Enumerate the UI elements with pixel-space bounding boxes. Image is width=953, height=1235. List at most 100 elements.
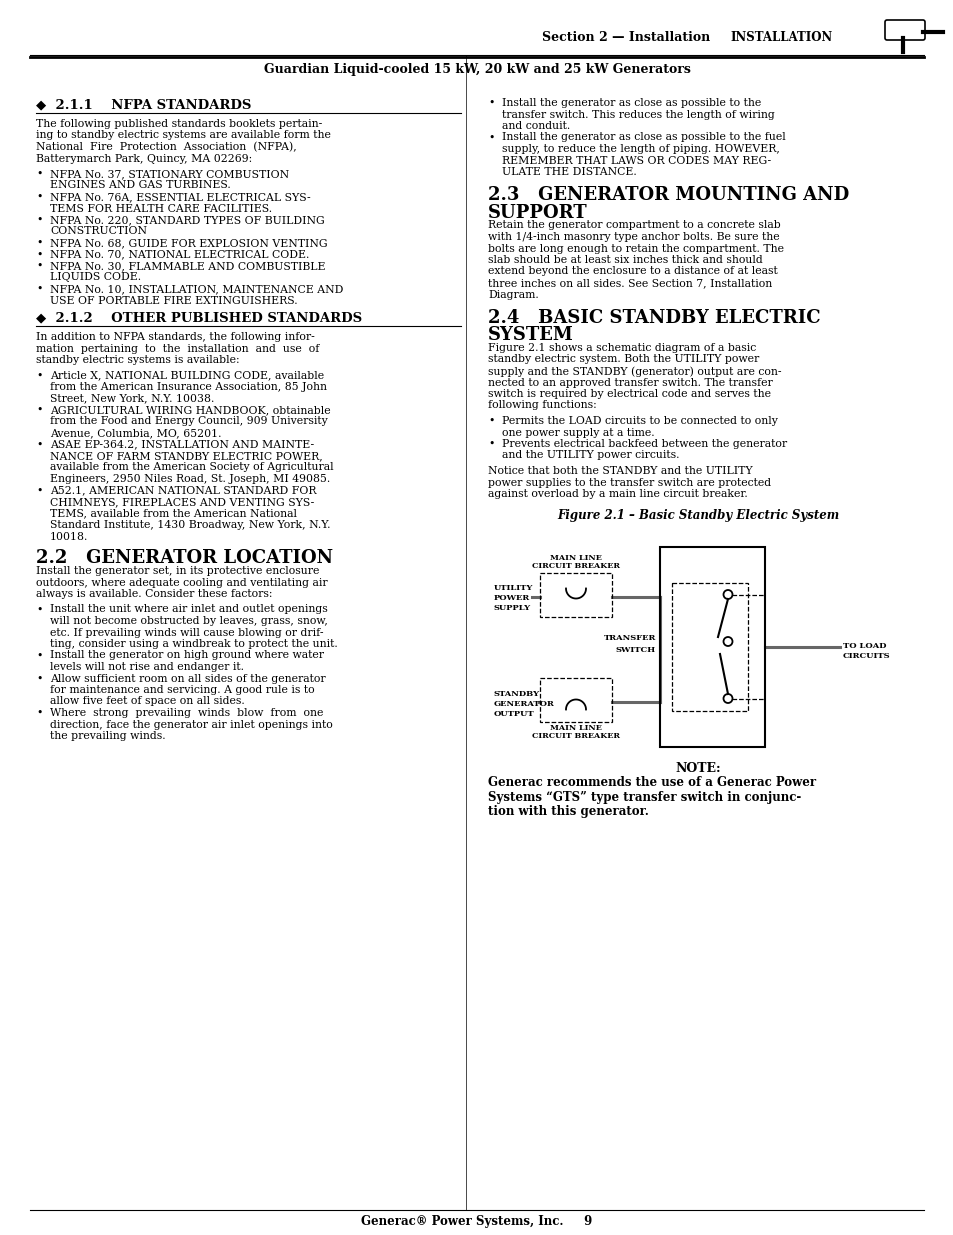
Text: •: • xyxy=(36,708,42,718)
FancyBboxPatch shape xyxy=(884,20,924,40)
Text: Install the generator as close as possible to the fuel: Install the generator as close as possib… xyxy=(501,132,785,142)
Text: •: • xyxy=(36,261,42,270)
Text: NFPA No. 70, NATIONAL ELECTRICAL CODE.: NFPA No. 70, NATIONAL ELECTRICAL CODE. xyxy=(50,249,309,259)
Text: three inches on all sides. See Section 7, Installation: three inches on all sides. See Section 7… xyxy=(488,278,771,288)
Text: NFPA No. 220, STANDARD TYPES OF BUILDING: NFPA No. 220, STANDARD TYPES OF BUILDING xyxy=(50,215,324,225)
Text: SWITCH: SWITCH xyxy=(616,646,656,655)
Text: Avenue, Columbia, MO, 65201.: Avenue, Columbia, MO, 65201. xyxy=(50,429,221,438)
Text: NFPA No. 68, GUIDE FOR EXPLOSION VENTING: NFPA No. 68, GUIDE FOR EXPLOSION VENTING xyxy=(50,238,327,248)
Text: allow five feet of space on all sides.: allow five feet of space on all sides. xyxy=(50,697,245,706)
Text: SYSTEM: SYSTEM xyxy=(488,326,574,345)
Text: REMEMBER THAT LAWS OR CODES MAY REG-: REMEMBER THAT LAWS OR CODES MAY REG- xyxy=(501,156,770,165)
Text: TEMS, available from the American National: TEMS, available from the American Nation… xyxy=(50,509,296,519)
Text: 2.2   GENERATOR LOCATION: 2.2 GENERATOR LOCATION xyxy=(36,550,333,567)
Text: A52.1, AMERICAN NATIONAL STANDARD FOR: A52.1, AMERICAN NATIONAL STANDARD FOR xyxy=(50,485,316,495)
Text: one power supply at a time.: one power supply at a time. xyxy=(501,427,654,437)
Text: ting, consider using a windbreak to protect the unit.: ting, consider using a windbreak to prot… xyxy=(50,638,337,650)
Text: •: • xyxy=(36,238,42,248)
Text: from the American Insurance Association, 85 John: from the American Insurance Association,… xyxy=(50,382,327,391)
Text: •: • xyxy=(36,604,42,615)
Text: with 1/4-inch masonry type anchor bolts. Be sure the: with 1/4-inch masonry type anchor bolts.… xyxy=(488,232,779,242)
Text: NANCE OF FARM STANDBY ELECTRIC POWER,: NANCE OF FARM STANDBY ELECTRIC POWER, xyxy=(50,451,322,461)
Text: GENERATOR: GENERATOR xyxy=(494,699,555,708)
Text: mation  pertaining  to  the  installation  and  use  of: mation pertaining to the installation an… xyxy=(36,343,319,353)
Text: •: • xyxy=(36,169,42,179)
Text: outdoors, where adequate cooling and ventilating air: outdoors, where adequate cooling and ven… xyxy=(36,578,327,588)
Text: •: • xyxy=(36,191,42,203)
Text: Article X, NATIONAL BUILDING CODE, available: Article X, NATIONAL BUILDING CODE, avail… xyxy=(50,370,324,380)
Text: SUPPLY: SUPPLY xyxy=(494,604,531,613)
Text: POWER: POWER xyxy=(494,594,530,603)
Text: •: • xyxy=(488,98,494,107)
Text: Install the generator as close as possible to the: Install the generator as close as possib… xyxy=(501,98,760,107)
Text: •: • xyxy=(36,284,42,294)
Text: STANDBY: STANDBY xyxy=(494,689,539,698)
Text: National  Fire  Protection  Association  (NFPA),: National Fire Protection Association (NF… xyxy=(36,142,296,152)
Text: 10018.: 10018. xyxy=(50,531,89,541)
Text: CHIMNEYS, FIREPLACES AND VENTING SYS-: CHIMNEYS, FIREPLACES AND VENTING SYS- xyxy=(50,496,314,508)
Text: Where  strong  prevailing  winds  blow  from  one: Where strong prevailing winds blow from … xyxy=(50,708,323,718)
Text: Generac recommends the use of a Generac Power: Generac recommends the use of a Generac … xyxy=(488,777,815,789)
Text: will not become obstructed by leaves, grass, snow,: will not become obstructed by leaves, gr… xyxy=(50,616,328,626)
Text: Install the unit where air inlet and outlet openings: Install the unit where air inlet and out… xyxy=(50,604,328,615)
Text: Figure 2.1 shows a schematic diagram of a basic: Figure 2.1 shows a schematic diagram of … xyxy=(488,343,756,353)
Text: available from the American Society of Agricultural: available from the American Society of A… xyxy=(50,462,334,473)
Text: INSTALLATION: INSTALLATION xyxy=(729,31,831,44)
Text: ASAE EP-364.2, INSTALLATION AND MAINTE-: ASAE EP-364.2, INSTALLATION AND MAINTE- xyxy=(50,440,314,450)
Text: LIQUIDS CODE.: LIQUIDS CODE. xyxy=(50,273,141,283)
Bar xyxy=(539,678,612,721)
Text: AGRICULTURAL WIRING HANDBOOK, obtainable: AGRICULTURAL WIRING HANDBOOK, obtainable xyxy=(50,405,331,415)
Text: In addition to NFPA standards, the following infor-: In addition to NFPA standards, the follo… xyxy=(36,332,314,342)
Text: Permits the LOAD circuits to be connected to only: Permits the LOAD circuits to be connecte… xyxy=(501,416,777,426)
Text: NOTE:: NOTE: xyxy=(675,762,720,776)
Text: Guardian Liquid-cooled 15 kW, 20 kW and 25 kW Generators: Guardian Liquid-cooled 15 kW, 20 kW and … xyxy=(263,63,690,77)
Text: •: • xyxy=(36,370,42,380)
Text: Install the generator on high ground where water: Install the generator on high ground whe… xyxy=(50,651,324,661)
Text: TRANSFER: TRANSFER xyxy=(603,635,656,642)
Text: MAIN LINE: MAIN LINE xyxy=(550,724,601,731)
Text: SUPPORT: SUPPORT xyxy=(488,204,587,221)
Text: NFPA No. 37, STATIONARY COMBUSTION: NFPA No. 37, STATIONARY COMBUSTION xyxy=(50,169,289,179)
Text: •: • xyxy=(36,440,42,450)
Text: Prevents electrical backfeed between the generator: Prevents electrical backfeed between the… xyxy=(501,438,786,450)
Text: transfer switch. This reduces the length of wiring: transfer switch. This reduces the length… xyxy=(501,110,774,120)
Text: always is available. Consider these factors:: always is available. Consider these fact… xyxy=(36,589,273,599)
Text: ing to standby electric systems are available form the: ing to standby electric systems are avai… xyxy=(36,131,331,141)
Text: ULATE THE DISTANCE.: ULATE THE DISTANCE. xyxy=(501,167,636,177)
Text: switch is required by electrical code and serves the: switch is required by electrical code an… xyxy=(488,389,770,399)
Text: •: • xyxy=(488,438,494,450)
Text: from the Food and Energy Council, 909 University: from the Food and Energy Council, 909 Un… xyxy=(50,416,328,426)
Text: Retain the generator compartment to a concrete slab: Retain the generator compartment to a co… xyxy=(488,221,780,231)
Text: Figure 2.1 – Basic Standby Electric System: Figure 2.1 – Basic Standby Electric Syst… xyxy=(557,509,839,521)
Text: tion with this generator.: tion with this generator. xyxy=(488,804,648,818)
Text: Allow sufficient room on all sides of the generator: Allow sufficient room on all sides of th… xyxy=(50,673,325,683)
Text: CIRCUITS: CIRCUITS xyxy=(842,652,890,659)
Text: •: • xyxy=(36,673,42,683)
Text: NFPA No. 30, FLAMMABLE AND COMBUSTIBLE: NFPA No. 30, FLAMMABLE AND COMBUSTIBLE xyxy=(50,261,325,270)
Text: Diagram.: Diagram. xyxy=(488,289,538,300)
Text: Engineers, 2950 Niles Road, St. Joseph, MI 49085.: Engineers, 2950 Niles Road, St. Joseph, … xyxy=(50,474,330,484)
Text: Section 2 — Installation: Section 2 — Installation xyxy=(541,31,709,44)
Text: OUTPUT: OUTPUT xyxy=(494,709,534,718)
Text: Batterymarch Park, Quincy, MA 02269:: Batterymarch Park, Quincy, MA 02269: xyxy=(36,153,252,163)
Text: Standard Institute, 1430 Broadway, New York, N.Y.: Standard Institute, 1430 Broadway, New Y… xyxy=(50,520,330,530)
Text: USE OF PORTABLE FIRE EXTINGUISHERS.: USE OF PORTABLE FIRE EXTINGUISHERS. xyxy=(50,295,297,305)
Text: •: • xyxy=(488,132,494,142)
Text: nected to an approved transfer switch. The transfer: nected to an approved transfer switch. T… xyxy=(488,378,772,388)
Text: CIRCUIT BREAKER: CIRCUIT BREAKER xyxy=(532,731,619,740)
Text: •: • xyxy=(36,405,42,415)
Text: TO LOAD: TO LOAD xyxy=(842,641,885,650)
Bar xyxy=(671,583,747,710)
Text: 2.4   BASIC STANDBY ELECTRIC: 2.4 BASIC STANDBY ELECTRIC xyxy=(488,309,820,327)
Text: NFPA No. 10, INSTALLATION, MAINTENANCE AND: NFPA No. 10, INSTALLATION, MAINTENANCE A… xyxy=(50,284,343,294)
Text: •: • xyxy=(488,416,494,426)
Text: ◆  2.1.2    OTHER PUBLISHED STANDARDS: ◆ 2.1.2 OTHER PUBLISHED STANDARDS xyxy=(36,311,362,324)
Text: levels will not rise and endanger it.: levels will not rise and endanger it. xyxy=(50,662,244,672)
Text: Generac® Power Systems, Inc.     9: Generac® Power Systems, Inc. 9 xyxy=(361,1215,592,1228)
Text: NFPA No. 76A, ESSENTIAL ELECTRICAL SYS-: NFPA No. 76A, ESSENTIAL ELECTRICAL SYS- xyxy=(50,191,311,203)
Text: 2.3   GENERATOR MOUNTING AND: 2.3 GENERATOR MOUNTING AND xyxy=(488,186,848,205)
Text: supply and the STANDBY (generator) output are con-: supply and the STANDBY (generator) outpu… xyxy=(488,366,781,377)
Bar xyxy=(539,573,612,616)
Text: Install the generator set, in its protective enclosure: Install the generator set, in its protec… xyxy=(36,566,319,576)
Text: the prevailing winds.: the prevailing winds. xyxy=(50,731,166,741)
